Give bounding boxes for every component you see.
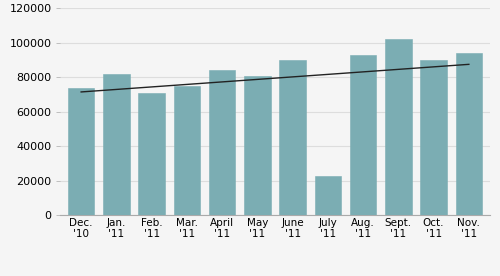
Bar (103, 74, 130, 215)
Bar (280, 60, 306, 215)
Bar (350, 55, 376, 215)
Bar (420, 60, 447, 215)
Bar (385, 39, 411, 215)
Bar (138, 93, 165, 215)
Bar (456, 53, 482, 215)
Bar (244, 76, 270, 215)
Bar (174, 86, 200, 215)
Bar (209, 70, 236, 215)
Bar (68, 88, 94, 215)
Bar (314, 176, 341, 215)
